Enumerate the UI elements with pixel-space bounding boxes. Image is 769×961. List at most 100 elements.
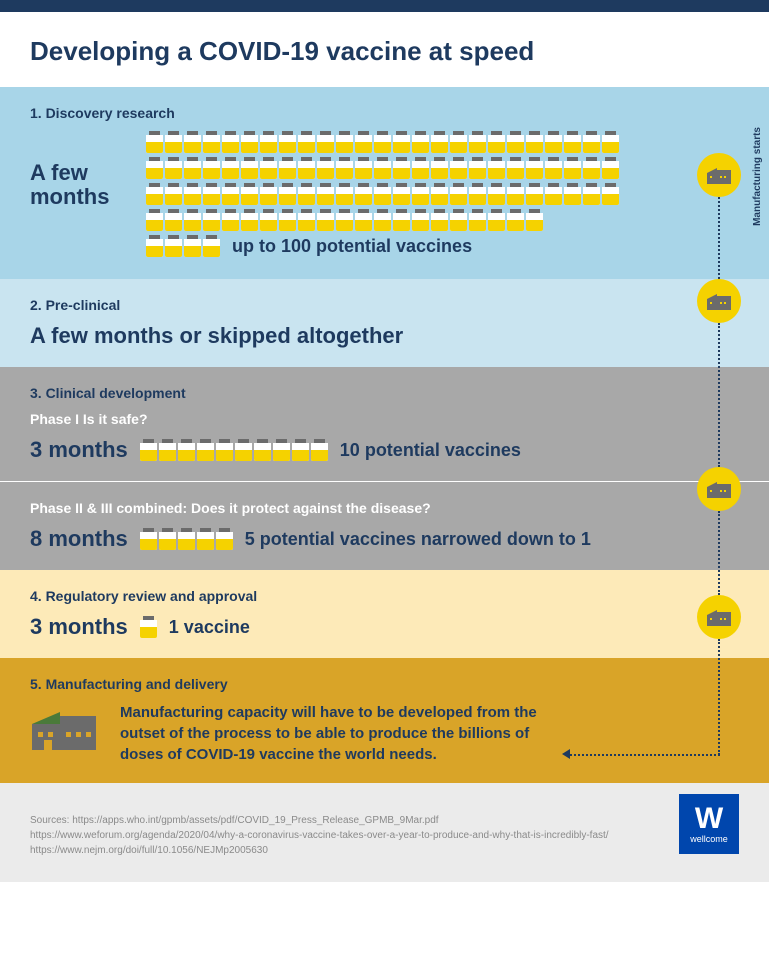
vial-icon xyxy=(159,528,176,550)
vial-icon xyxy=(178,528,195,550)
vial-icon xyxy=(222,183,239,205)
vial-icon xyxy=(298,157,315,179)
source-link: https://www.weforum.org/agenda/2020/04/w… xyxy=(30,830,609,841)
vial-icon xyxy=(203,183,220,205)
vial-icon xyxy=(260,183,277,205)
vial-icon xyxy=(564,183,581,205)
vial-row-5 xyxy=(140,528,233,550)
stage-heading: 2. Pre-clinical xyxy=(30,297,739,313)
vial-icon xyxy=(203,209,220,231)
vial-icon xyxy=(374,157,391,179)
vial-icon xyxy=(292,439,309,461)
manufacturing-text: Manufacturing capacity will have to be d… xyxy=(120,702,560,765)
vial-icon xyxy=(469,183,486,205)
vial-icon xyxy=(393,183,410,205)
vial-icon xyxy=(374,209,391,231)
vial-icon xyxy=(184,183,201,205)
vial-icon xyxy=(140,528,157,550)
vial-icon xyxy=(222,131,239,153)
vial-icon xyxy=(450,157,467,179)
vial-icon xyxy=(488,183,505,205)
stage-manufacturing: 5. Manufacturing and delivery xyxy=(0,658,769,783)
vial-icon xyxy=(526,209,543,231)
vial-icon xyxy=(178,439,195,461)
vial-icon xyxy=(355,131,372,153)
stage-regulatory: 4. Regulatory review and approval 3 mont… xyxy=(0,570,769,658)
sources-label: Sources: xyxy=(30,815,69,826)
vial-icon xyxy=(165,131,182,153)
vial-icon xyxy=(431,157,448,179)
dotted-connector xyxy=(718,511,720,595)
duration-label: A few months or skipped altogether xyxy=(30,323,739,349)
stage-clinical-phase23: Phase II & III combined: Does it protect… xyxy=(0,481,769,570)
vial-icon xyxy=(298,183,315,205)
source-link: https://apps.who.int/gpmb/assets/pdf/COV… xyxy=(72,815,438,826)
vial-icon xyxy=(146,131,163,153)
duration-label: 3 months xyxy=(30,614,128,640)
vial-icon xyxy=(355,209,372,231)
vial-icon xyxy=(203,131,220,153)
stage-heading: 1. Discovery research xyxy=(30,105,739,121)
factory-badge-icon xyxy=(697,153,741,197)
vial-icon xyxy=(279,209,296,231)
duration-label: 3 months xyxy=(30,437,128,463)
vial-icon xyxy=(241,157,258,179)
vial-icon xyxy=(450,131,467,153)
stage-heading: 3. Clinical development xyxy=(30,385,739,401)
vial-icon xyxy=(184,131,201,153)
vial-row-1 xyxy=(140,616,157,638)
vial-icon xyxy=(583,131,600,153)
vial-icon xyxy=(317,209,334,231)
vial-icon xyxy=(241,183,258,205)
vial-icon xyxy=(260,157,277,179)
vial-icon xyxy=(412,209,429,231)
vial-icon xyxy=(393,209,410,231)
phase-heading: Phase II & III combined: Does it protect… xyxy=(30,500,739,516)
vial-icon xyxy=(564,131,581,153)
vial-caption: 1 vaccine xyxy=(169,617,250,638)
vial-icon xyxy=(235,439,252,461)
vial-icon xyxy=(311,439,328,461)
vial-icon xyxy=(203,157,220,179)
vial-icon xyxy=(336,183,353,205)
vial-icon xyxy=(159,439,176,461)
vial-icon xyxy=(279,157,296,179)
vial-grid-100: up to 100 potential vaccines xyxy=(146,131,739,261)
stage-heading: 5. Manufacturing and delivery xyxy=(30,676,739,692)
manufacturing-starts-label: Manufacturing starts xyxy=(752,127,763,226)
vial-icon xyxy=(545,157,562,179)
factory-badge-icon xyxy=(697,279,741,323)
vial-icon xyxy=(450,183,467,205)
vial-icon xyxy=(279,131,296,153)
vial-row-10 xyxy=(140,439,328,461)
vial-icon xyxy=(222,209,239,231)
vial-icon xyxy=(431,131,448,153)
vial-icon xyxy=(241,209,258,231)
vial-icon xyxy=(545,131,562,153)
vial-icon xyxy=(336,131,353,153)
vial-icon xyxy=(355,183,372,205)
vial-icon xyxy=(393,131,410,153)
vial-icon xyxy=(431,209,448,231)
vial-icon xyxy=(507,157,524,179)
dotted-connector-horizontal xyxy=(570,754,720,756)
vial-icon xyxy=(298,131,315,153)
vial-icon xyxy=(203,235,220,257)
vial-icon xyxy=(165,209,182,231)
phase-heading: Phase I Is it safe? xyxy=(30,411,739,427)
sources-block: Sources: https://apps.who.int/gpmb/asset… xyxy=(30,813,739,858)
vial-icon xyxy=(355,157,372,179)
factory-badge-icon xyxy=(697,595,741,639)
vial-icon xyxy=(146,183,163,205)
logo-letter: W xyxy=(695,804,723,834)
vial-icon xyxy=(526,183,543,205)
vial-icon xyxy=(469,209,486,231)
vial-icon xyxy=(260,131,277,153)
vial-icon xyxy=(526,131,543,153)
vial-icon xyxy=(602,131,619,153)
duration-label: A few months xyxy=(30,161,130,209)
vial-icon xyxy=(260,209,277,231)
vial-icon xyxy=(298,209,315,231)
vial-icon xyxy=(507,209,524,231)
factory-badge-icon xyxy=(697,467,741,511)
